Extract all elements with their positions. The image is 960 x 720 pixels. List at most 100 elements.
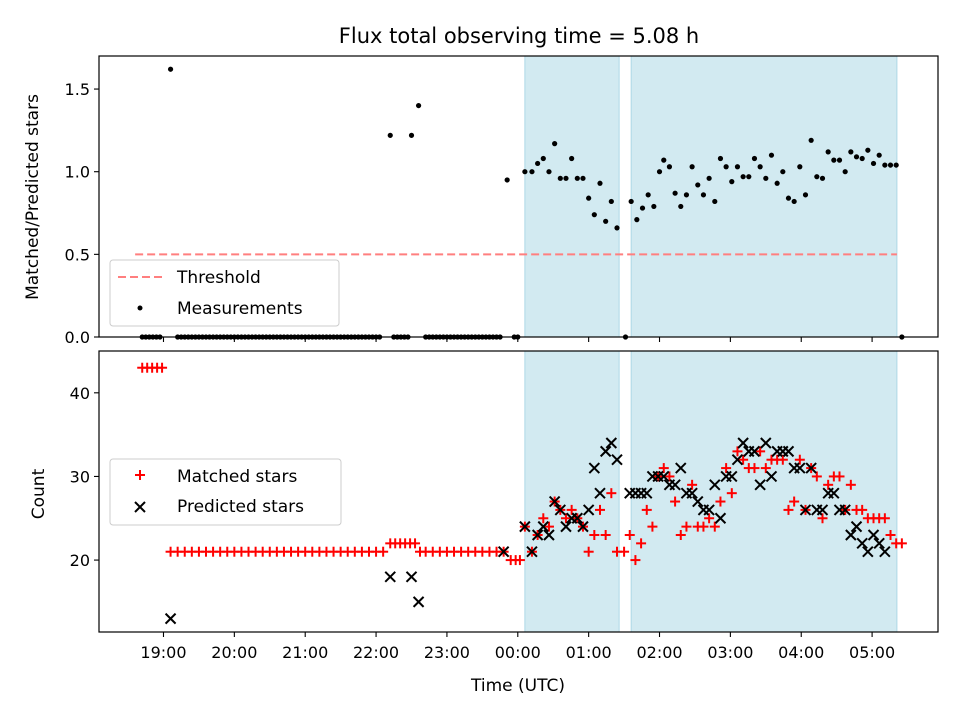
matched-point-57 (514, 555, 525, 566)
shaded-interval-0 (524, 350, 620, 633)
predicted-point-5 (519, 520, 531, 533)
measurement-point-157 (859, 155, 865, 162)
predicted-point-54 (805, 462, 817, 474)
matched-point-69 (583, 546, 594, 557)
matched-point-78 (636, 538, 647, 549)
matched-point-90 (704, 513, 715, 524)
measurement-point-109 (586, 195, 592, 201)
measurement-point-134 (729, 179, 735, 185)
predicted-legend-swatch (134, 501, 146, 513)
y-tick-label-0: 0.0 (65, 328, 90, 347)
matched-point-73 (606, 488, 617, 499)
matched-point-80 (647, 521, 658, 532)
predicted-point-50 (782, 445, 795, 458)
measurement-point-144 (785, 195, 792, 201)
measurement-point-151 (825, 149, 831, 155)
predicted-point-4 (497, 546, 510, 558)
predicted-point-12 (560, 520, 572, 533)
measurement-point-149 (814, 174, 820, 180)
predicted-point-19 (599, 445, 612, 458)
matched-point-65 (560, 513, 571, 524)
predicted-point-8 (537, 520, 550, 533)
matched-point-111 (823, 479, 834, 490)
predicted-point-9 (543, 529, 555, 541)
matched-point-82 (658, 463, 669, 474)
bottom-y-axis-label: Count (29, 468, 49, 519)
matched-point-77 (630, 555, 641, 566)
predicted-point-38 (714, 512, 727, 524)
measurement-point-120 (651, 203, 657, 210)
x-axis-label: Time (UTC) (470, 676, 565, 696)
measurement-point-6 (167, 66, 174, 72)
shaded-interval-1 (630, 55, 898, 338)
matched-point-105 (789, 496, 800, 507)
measurement-point-113 (608, 198, 614, 205)
legend-predicted-stars: Predicted stars (177, 497, 304, 517)
matched-point-85 (675, 529, 686, 540)
predicted-point-36 (703, 504, 715, 516)
measurement-point-95 (504, 177, 510, 183)
predicted-point-65 (867, 529, 880, 541)
shaded-interval-1 (630, 350, 898, 633)
predicted-point-47 (765, 470, 778, 483)
matched-point-86 (681, 521, 692, 532)
measurement-point-130 (706, 175, 712, 181)
measurement-point-102 (546, 169, 552, 175)
measurement-point-155 (848, 149, 854, 155)
matched-point-110 (817, 513, 828, 524)
predicted-point-62 (850, 520, 863, 533)
measurement-point-117 (634, 217, 640, 223)
measurement-point-160 (876, 152, 882, 158)
measurement-point-145 (791, 198, 797, 205)
predicted-point-3 (412, 596, 425, 608)
matched-point-99 (755, 446, 766, 457)
predicted-point-18 (594, 487, 606, 499)
y-tick-label-2: 40 (70, 384, 90, 403)
predicted-point-58 (828, 487, 840, 499)
matched-point-84 (670, 496, 681, 507)
measurement-point-133 (723, 164, 729, 170)
measurement-point-114 (614, 225, 620, 231)
predicted-point-40 (726, 470, 738, 483)
predicted-point-52 (794, 462, 806, 474)
measurement-point-100 (535, 160, 541, 167)
matched-point-95 (732, 446, 743, 457)
measurement-point-116 (628, 198, 634, 205)
predicted-point-21 (611, 454, 623, 466)
measurement-point-159 (870, 160, 877, 167)
y-tick-label-1: 0.5 (65, 245, 90, 264)
measurement-point-158 (865, 147, 871, 153)
measurement-point-112 (603, 218, 609, 224)
legend-matched-stars: Matched stars (177, 467, 297, 487)
matched-point-35 (378, 546, 389, 557)
x-tick-label-6: 01:00 (566, 643, 612, 662)
measurement-point-119 (645, 192, 651, 198)
measurement-point-124 (672, 190, 678, 196)
matched-point-103 (777, 454, 788, 465)
matched-point-117 (857, 504, 868, 515)
measurement-point-148 (808, 137, 814, 143)
x-tick-label-1: 20:00 (211, 643, 257, 662)
matched-point-72 (600, 529, 611, 540)
predicted-point-14 (571, 512, 584, 524)
matched-point-87 (687, 479, 698, 490)
predicted-point-31 (675, 462, 687, 474)
top-y-axis: 0.0 0.5 1.0 1.5 (65, 80, 99, 347)
matched-point-79 (641, 504, 652, 515)
measurement-point-143 (780, 169, 786, 175)
matched-point-70 (589, 529, 600, 540)
matched-point-93 (721, 463, 732, 474)
measurement-point-147 (802, 192, 809, 198)
measurement-point-103 (552, 141, 558, 147)
x-tick-label-5: 00:00 (495, 643, 541, 662)
predicted-point-0 (164, 612, 177, 625)
measurement-point-106 (569, 155, 575, 162)
y-tick-label-0: 20 (70, 551, 90, 570)
measurement-point-99 (529, 169, 535, 175)
matched-point-106 (794, 454, 805, 465)
x-tick-label-9: 04:00 (778, 643, 824, 662)
measurement-point-156 (853, 154, 860, 160)
bottom-y-axis: 20 30 40 (70, 384, 99, 570)
predicted-point-25 (641, 487, 653, 499)
predicted-stars-series (164, 437, 891, 625)
